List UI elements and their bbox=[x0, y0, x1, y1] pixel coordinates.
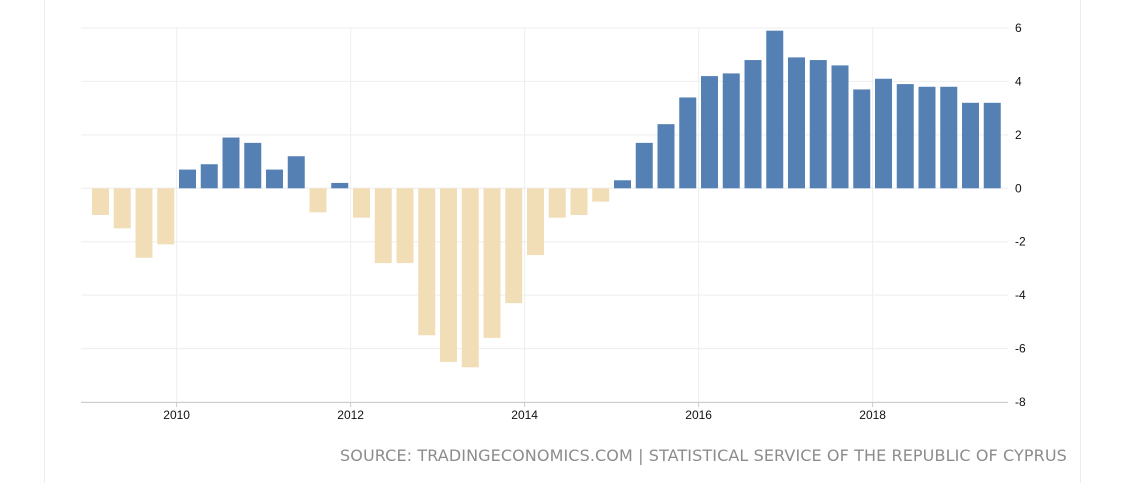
bar-2012-Q3: 2012 Q3: -2.8 bbox=[396, 188, 414, 264]
bar-2012-Q2: 2012 Q2: -2.8 bbox=[374, 188, 392, 264]
frame-border-left bbox=[44, 0, 45, 483]
bar-2019-Q1: 2019 Q1: 3.2 bbox=[962, 102, 979, 189]
bar-2010-Q3: 2010 Q3: 1.9 bbox=[222, 137, 240, 189]
bar-2018-Q3: 2018 Q3: 3.8 bbox=[918, 86, 936, 189]
bar-2013-Q3: 2013 Q3: -5.6 bbox=[483, 188, 501, 338]
y-tick-label: 4 bbox=[1015, 74, 1022, 88]
bar-2018-Q2: 2018 Q2: 3.9 bbox=[896, 84, 914, 189]
source-note: SOURCE: TRADINGECONOMICS.COM | STATISTIC… bbox=[340, 446, 1067, 465]
bar-2011-Q1: 2011 Q1: 0.7 bbox=[266, 169, 283, 189]
bar-2014-Q3: 2014 Q3: -1 bbox=[570, 188, 588, 215]
y-tick-label: 2 bbox=[1015, 128, 1022, 142]
bar-2009-Q4: 2009 Q4: -2.1 bbox=[157, 188, 175, 245]
bar-2017-Q1: 2017 Q1: 4.9 bbox=[788, 57, 805, 189]
bar-2016-Q3: 2016 Q3: 4.8 bbox=[744, 60, 762, 189]
y-tick-label: -4 bbox=[1015, 288, 1026, 302]
bar-2017-Q4: 2017 Q4: 3.7 bbox=[853, 89, 871, 189]
y-tick-label: -6 bbox=[1015, 342, 1026, 356]
bar-2014-Q4: 2014 Q4: -0.5 bbox=[592, 188, 610, 202]
frame-border-right bbox=[1080, 0, 1081, 483]
y-tick-label: -2 bbox=[1015, 235, 1026, 249]
bar-2011-Q2: 2011 Q2: 1.2 bbox=[287, 156, 305, 189]
bar-2016-Q1: 2016 Q1: 4.2 bbox=[701, 76, 718, 189]
bar-2016-Q4: 2016 Q4: 5.9 bbox=[766, 30, 784, 189]
bar-2012-Q1: 2012 Q1: -1.1 bbox=[353, 188, 370, 218]
bar-2010-Q2: 2010 Q2: 0.9 bbox=[200, 164, 218, 189]
bar-2015-Q3: 2015 Q3: 2.4 bbox=[657, 124, 675, 189]
x-tick-label: 2018 bbox=[859, 408, 886, 422]
bar-2010-Q4: 2010 Q4: 1.7 bbox=[244, 142, 262, 189]
bar-2019-Q2: 2019 Q2: 3.2 bbox=[983, 102, 1001, 189]
bar-2017-Q2: 2017 Q2: 4.8 bbox=[809, 60, 827, 189]
bar-2018-Q4: 2018 Q4: 3.8 bbox=[940, 86, 958, 189]
bar-2009-Q3: 2009 Q3: -2.6 bbox=[135, 188, 153, 258]
tick-labels: 6 4 2 0 -2 -4 -6 -8 2010 2012 2014 2016 2018 bbox=[163, 21, 1026, 422]
bar-2016-Q2: 2016 Q2: 4.3 bbox=[722, 73, 740, 189]
bar-2010-Q1: 2010 Q1: 0.7 bbox=[179, 169, 196, 189]
y-tick-label: 6 bbox=[1015, 21, 1022, 35]
bar-2009-Q2: 2009 Q2: -1.5 bbox=[113, 188, 131, 229]
x-tick-label: 2016 bbox=[685, 408, 712, 422]
bar-2012-Q4: 2012 Q4: -5.5 bbox=[418, 188, 436, 336]
bar-2018-Q1: 2018 Q1: 4.1 bbox=[875, 78, 892, 189]
bar-2017-Q3: 2017 Q3: 4.6 bbox=[831, 65, 849, 189]
x-tick-label: 2010 bbox=[163, 408, 190, 422]
bar-2014-Q1: 2014 Q1: -2.5 bbox=[527, 188, 544, 256]
y-tick-label: 0 bbox=[1015, 181, 1022, 195]
bar-2011-Q3: 2011 Q3: -0.9 bbox=[309, 188, 327, 213]
y-tick-label: -8 bbox=[1015, 395, 1026, 409]
bar-2015-Q1: 2015 Q1: 0.3 bbox=[614, 180, 631, 189]
x-tick-label: 2014 bbox=[511, 408, 538, 422]
grid-lines bbox=[81, 27, 1008, 403]
bar-2009-Q1: 2009 Q1: -1 bbox=[92, 188, 109, 215]
bar-2013-Q4: 2013 Q4: -4.3 bbox=[505, 188, 523, 304]
bar-2013-Q1: 2013 Q1: -6.5 bbox=[440, 188, 457, 362]
bar-2013-Q2: 2013 Q2: -6.7 bbox=[461, 188, 479, 368]
bar-2011-Q4: 2011 Q4: 0.2 bbox=[331, 182, 349, 189]
axes bbox=[81, 402, 1008, 407]
x-tick-label: 2012 bbox=[337, 408, 364, 422]
bars: 2009 Q1: -12009 Q2: -1.52009 Q3: -2.6200… bbox=[92, 30, 1001, 368]
bar-2015-Q4: 2015 Q4: 3.4 bbox=[679, 97, 697, 189]
bar-2014-Q2: 2014 Q2: -1.1 bbox=[548, 188, 566, 218]
bar-2015-Q2: 2015 Q2: 1.7 bbox=[635, 142, 653, 189]
